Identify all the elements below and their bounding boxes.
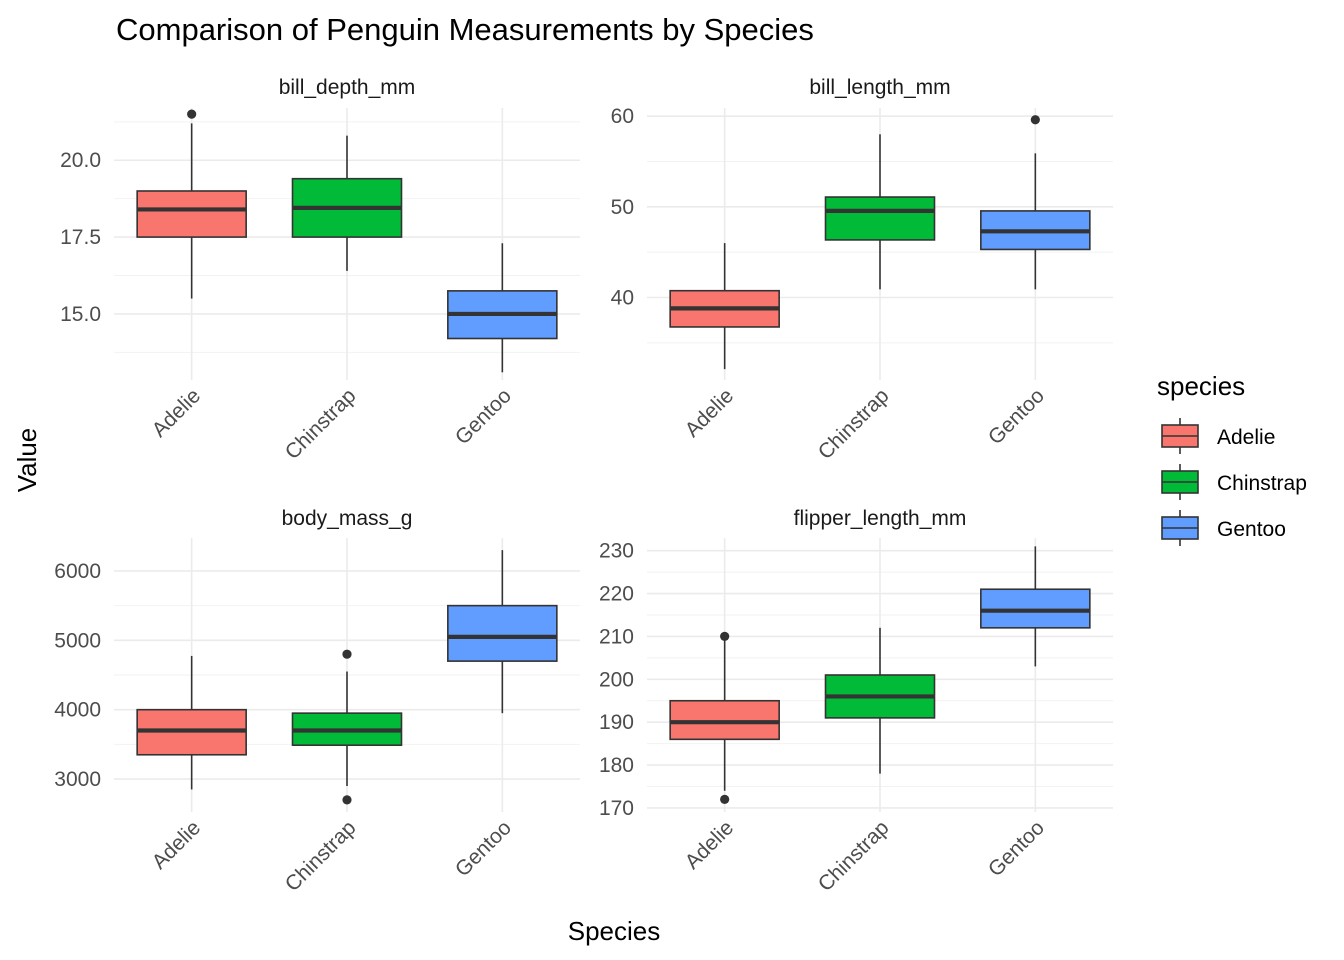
legend-label: Adelie [1217,426,1275,449]
box-gentoo [980,546,1091,667]
x-tick-label: Adelie [148,816,206,874]
y-tick-label: 4000 [54,699,101,722]
box-iqr [980,588,1091,629]
legend-item-adelie: Adelie [1161,418,1275,454]
box-iqr [669,699,780,741]
outlier-point [720,631,730,642]
outlier-point [720,794,730,804]
y-tick-label: 50 [611,196,634,219]
box-adelie [669,631,780,804]
x-tick-label: Chinstrap [814,816,894,896]
y-axis-title: Value [12,428,42,493]
box-adelie [136,109,247,299]
x-tick-label: Adelie [681,816,739,874]
x-tick-label: Adelie [148,384,206,442]
box-adelie [669,243,780,370]
x-tick-label: Gentoo [451,384,516,449]
y-tick-label: 190 [599,711,634,734]
y-tick-label: 170 [599,797,634,820]
x-tick-label: Gentoo [451,816,516,881]
x-tick-label: Adelie [681,384,739,442]
legend-label: Chinstrap [1217,472,1307,495]
y-tick-label: 17.5 [60,226,101,249]
y-tick-label: 180 [599,754,634,777]
y-tick-label: 200 [599,668,634,691]
y-tick-label: 5000 [54,629,101,652]
x-tick-label: Gentoo [984,816,1049,881]
x-tick-label: Chinstrap [814,384,894,464]
legend-item-gentoo: Gentoo [1161,510,1286,546]
box-chinstrap [291,649,403,805]
legend: species Adelie Chinstrap Gentoo [1157,371,1307,546]
facet-strip-label: bill_length_mm [809,76,950,99]
outlier-point [1030,115,1040,125]
y-tick-label: 220 [599,583,634,606]
y-tick-label: 15.0 [60,303,101,326]
box-gentoo [980,115,1091,290]
facet-panel-body_mass_g: body_mass_g 3000 4000 5000 6000 Adelie Chinstr… [54,507,580,896]
box-chinstrap [824,134,936,290]
box-adelie [136,655,247,790]
y-tick-label: 20.0 [60,149,101,172]
y-tick-label: 3000 [54,768,101,791]
x-tick-label: Chinstrap [281,816,361,896]
facet-panels: bill_depth_mm 15.0 17.5 20.0 Adelie Chinstrap… [54,76,1113,896]
facet-panel-flipper_length_mm: flipper_length_mm 170 180 190 200 210 220 230 Ad… [599,507,1113,896]
facet-strip-label: flipper_length_mm [794,507,967,530]
legend-title: species [1157,371,1245,401]
box-gentoo [447,243,558,373]
x-tick-label: Gentoo [984,384,1049,449]
y-tick-label: 230 [599,540,634,563]
box-chinstrap [291,135,403,271]
facet-panel-bill_depth_mm: bill_depth_mm 15.0 17.5 20.0 Adelie Chinstrap… [60,76,580,464]
x-axis-title: Species [568,916,661,946]
chart-title: Comparison of Penguin Measurements by Sp… [116,12,814,47]
box-iqr [447,604,558,662]
outlier-point [342,649,352,659]
legend-label: Gentoo [1217,518,1286,541]
outlier-point [342,795,352,805]
y-tick-label: 210 [599,625,634,648]
x-tick-label: Chinstrap [281,384,361,464]
y-tick-label: 60 [611,105,634,128]
facet-strip-label: bill_depth_mm [279,76,416,99]
box-gentoo [447,550,558,714]
facet-strip-label: body_mass_g [282,507,413,530]
y-tick-label: 40 [611,286,634,309]
y-tick-label: 6000 [54,560,101,583]
outlier-point [187,109,197,119]
box-chinstrap [824,627,936,774]
box-iqr [136,190,247,238]
legend-item-chinstrap: Chinstrap [1161,464,1307,500]
box-iqr [824,196,936,241]
facet-panel-bill_length_mm: bill_length_mm 40 50 60 Adelie Chinstrap Gento… [611,76,1113,464]
